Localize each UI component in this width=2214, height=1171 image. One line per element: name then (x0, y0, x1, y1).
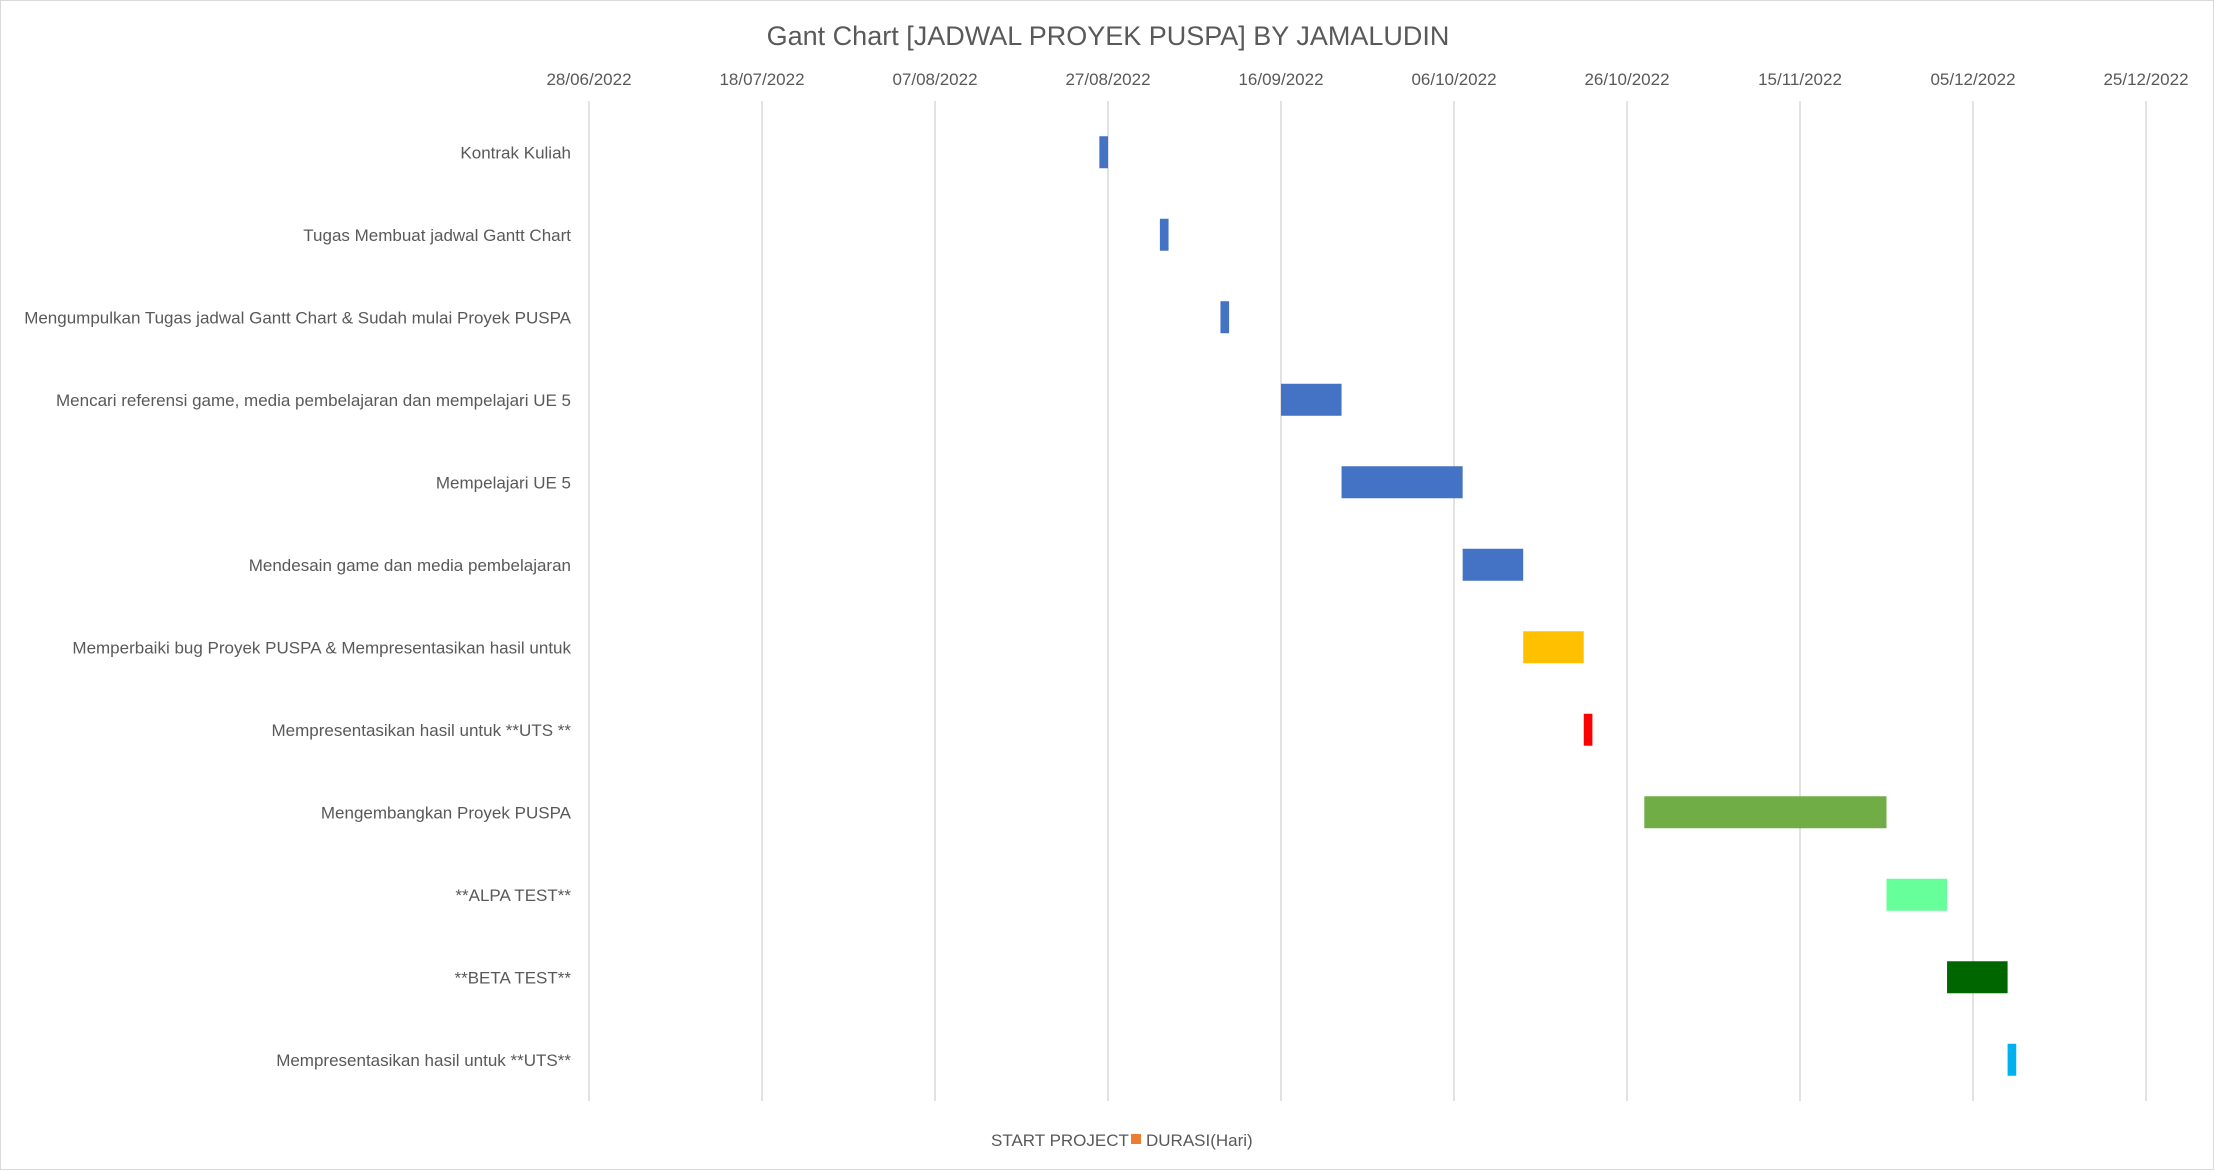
legend-durasi: DURASI(Hari) (1146, 1131, 1253, 1150)
gantt-bar (1220, 301, 1230, 334)
gantt-bar (2007, 1043, 2017, 1076)
category-label: Mengembangkan Proyek PUSPA (321, 803, 572, 822)
category-label: Mencari referensi game, media pembelajar… (56, 391, 571, 410)
chart-title: Gant Chart [JADWAL PROYEK PUSPA] BY JAMA… (767, 21, 1450, 51)
x-tick-label: 28/06/2022 (546, 70, 631, 89)
category-label: Tugas Membuat jadwal Gantt Chart (303, 226, 571, 245)
x-tick-label: 06/10/2022 (1411, 70, 1496, 89)
gridlines (588, 101, 2147, 1101)
x-tick-label: 15/11/2022 (1758, 70, 1842, 89)
gantt-bar (1947, 961, 2008, 994)
legend-start-project: START PROJECT (991, 1131, 1129, 1150)
x-tick-label: 05/12/2022 (1930, 70, 2015, 89)
category-label: Mempresentasikan hasil untuk **UTS ** (271, 721, 571, 740)
category-label: **BETA TEST** (454, 968, 571, 987)
category-label: Mendesain game dan media pembelajaran (249, 556, 571, 575)
legend: START PROJECT DURASI(Hari) (991, 1131, 1253, 1150)
x-tick-label: 27/08/2022 (1065, 70, 1150, 89)
gantt-bar (1644, 796, 1887, 829)
x-tick-label: 18/07/2022 (719, 70, 804, 89)
category-label: Kontrak Kuliah (460, 143, 571, 162)
x-axis-ticks: 28/06/2022 18/07/2022 07/08/2022 27/08/2022… (546, 70, 2188, 89)
category-label: Memperbaiki bug Proyek PUSPA & Mempresen… (72, 638, 571, 657)
gantt-bar (1523, 631, 1584, 664)
category-label: **ALPA TEST** (455, 886, 571, 905)
category-labels: Kontrak Kuliah Tugas Membuat jadwal Gantt… (24, 143, 571, 1070)
x-tick-label: 16/09/2022 (1238, 70, 1323, 89)
bars (1099, 136, 2017, 1076)
category-label: Mengumpulkan Tugas jadwal Gantt Chart & … (24, 308, 571, 327)
gantt-bar (1583, 713, 1593, 746)
gantt-bar (1281, 383, 1342, 416)
legend-durasi-swatch (1131, 1134, 1141, 1144)
gantt-bar (1886, 878, 1948, 911)
x-tick-label: 26/10/2022 (1584, 70, 1669, 89)
x-tick-label: 25/12/2022 (2103, 70, 2188, 89)
gantt-bar (1462, 548, 1524, 581)
category-label: Mempresentasikan hasil untuk **UTS** (276, 1051, 571, 1070)
x-tick-label: 07/08/2022 (892, 70, 977, 89)
gantt-bar (1099, 136, 1108, 169)
gantt-bar (1159, 218, 1169, 251)
category-label: Mempelajari UE 5 (436, 473, 571, 492)
gantt-bar (1341, 466, 1463, 499)
